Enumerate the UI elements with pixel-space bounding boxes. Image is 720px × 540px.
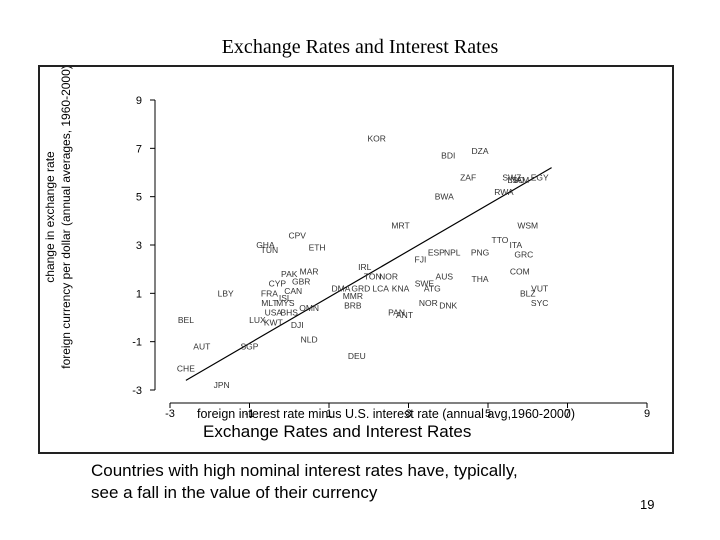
chart-frame: 9 7 5 3 1 -1 -3 -3 -1 1 3 5 7 9 KOR BDI DZA ZAF SWZ LSO NAM… (38, 65, 674, 454)
data-point-label: VUT (531, 284, 548, 294)
y-tick-label: -3 (132, 385, 142, 397)
y-tick-label: 5 (136, 192, 142, 204)
x-tick-label: -3 (165, 408, 175, 420)
data-point-label: PAK (281, 269, 298, 279)
data-point-label: LCA (372, 284, 389, 294)
data-point-label: WSM (517, 221, 538, 231)
data-point-label: DEU (348, 351, 366, 361)
data-point-label: BLZ (520, 288, 536, 298)
chart-axes: 9 7 5 3 1 -1 -3 -3 -1 1 3 5 7 9 (132, 95, 650, 420)
data-point-label: LBY (218, 288, 234, 298)
data-point-label: NPL (444, 247, 461, 257)
y-tick-label: 3 (136, 240, 142, 252)
caption-line-2: see a fall in the value of their currenc… (91, 483, 378, 502)
data-point-label: BHS (281, 308, 299, 318)
data-point-label: SYC (531, 298, 548, 308)
data-point-label: DMA (331, 284, 350, 294)
data-point-label: SWE (415, 279, 435, 289)
data-point-label: AUS (436, 271, 454, 281)
data-point-label: BEL (178, 315, 194, 325)
data-point-label: NLD (301, 334, 318, 344)
x-tick-label: 9 (644, 408, 650, 420)
data-point-label: IRL (358, 262, 372, 272)
data-point-label: NAM (510, 175, 529, 185)
y-tick-label: 9 (136, 95, 142, 107)
data-point-label: ISL (279, 293, 292, 303)
data-point-label: AUT (193, 342, 210, 352)
data-point-label: TTO (492, 235, 509, 245)
data-point-label: NOR (379, 271, 398, 281)
data-point-label: RWA (494, 187, 514, 197)
x-tick-label: 5 (485, 408, 491, 420)
x-tick-label: 7 (564, 408, 570, 420)
data-point-label: KNA (392, 284, 410, 294)
caption-line-1: Countries with high nominal interest rat… (91, 461, 518, 480)
data-point-label: FRA (261, 288, 278, 298)
slide-title: Exchange Rates and Interest Rates (221, 36, 499, 58)
fit-line-group (185, 167, 552, 381)
data-point-label: CPV (288, 230, 306, 240)
data-point-label: MRT (391, 221, 409, 231)
data-point-label: MAR (300, 267, 319, 277)
data-point-label: GHA (256, 240, 275, 250)
data-point-label: JPN (214, 380, 230, 390)
data-point-label: DJI (291, 320, 304, 330)
page-number: 19 (640, 497, 655, 512)
data-point-label: ZAF (460, 172, 476, 182)
data-point-label: EGY (531, 172, 549, 182)
scatter-chart: 9 7 5 3 1 -1 -3 -3 -1 1 3 5 7 9 KOR BDI DZA ZAF SWZLSONAM… (43, 67, 650, 441)
data-point-label: DNK (439, 300, 457, 310)
data-point-label: BWA (435, 192, 454, 202)
regression-line (185, 167, 552, 381)
data-point-label: THA (472, 274, 489, 284)
data-point-label: CYP (269, 279, 287, 289)
data-point-label: MMR (343, 291, 363, 301)
x-tick-label: 1 (326, 408, 332, 420)
data-point-label: NOR (419, 298, 438, 308)
y-tick-label: -1 (132, 337, 142, 349)
data-point-label: OMN (299, 303, 319, 313)
data-point-label: TUN (261, 245, 278, 255)
data-point-label: SGP (241, 342, 259, 352)
data-point-label: LSO (507, 175, 524, 185)
x-tick-label: -1 (245, 408, 255, 420)
data-point-label: CHE (177, 363, 195, 373)
data-point-label: USA (265, 308, 283, 318)
data-point-label: SWZ (502, 172, 521, 182)
y-tick-label: 1 (136, 288, 142, 300)
data-point-label: ESP (428, 247, 445, 257)
data-point-label: ETH (309, 242, 326, 252)
x-tick-label: 3 (405, 408, 411, 420)
data-point-label: MYS (276, 298, 295, 308)
data-point-label: FJI (415, 255, 427, 265)
data-point-label: PNG (471, 247, 489, 257)
data-point-label: ITA (510, 240, 523, 250)
data-point-label: GBR (292, 276, 310, 286)
data-point-label: DZA (472, 146, 489, 156)
x-axis-label: foreign interest rate minus U.S. interes… (197, 407, 575, 421)
y-axis-label-line2: foreign currency per dollar (annual aver… (59, 67, 73, 369)
y-axis-label-line1: change in exchange rate (43, 151, 57, 283)
data-point-label: COM (510, 267, 530, 277)
data-point-label: BDI (441, 151, 455, 161)
data-point-label: BRB (344, 300, 362, 310)
data-point-label: GRD (351, 284, 370, 294)
data-point-label: MLT (261, 298, 277, 308)
data-point-label: ANT (396, 310, 413, 320)
data-point-label: KWT (264, 317, 283, 327)
data-point-label: KOR (367, 134, 385, 144)
slide-caption: Countries with high nominal interest rat… (91, 460, 631, 504)
data-point-label: ATG (424, 284, 441, 294)
data-point-label: PAN (388, 308, 405, 318)
data-point-label: GRC (514, 250, 533, 260)
data-point-label: LUX (249, 315, 266, 325)
y-tick-label: 7 (136, 143, 142, 155)
chart-subtitle: Exchange Rates and Interest Rates (203, 422, 471, 441)
data-point-label: CAN (284, 286, 302, 296)
data-point-label: TON (364, 271, 382, 281)
